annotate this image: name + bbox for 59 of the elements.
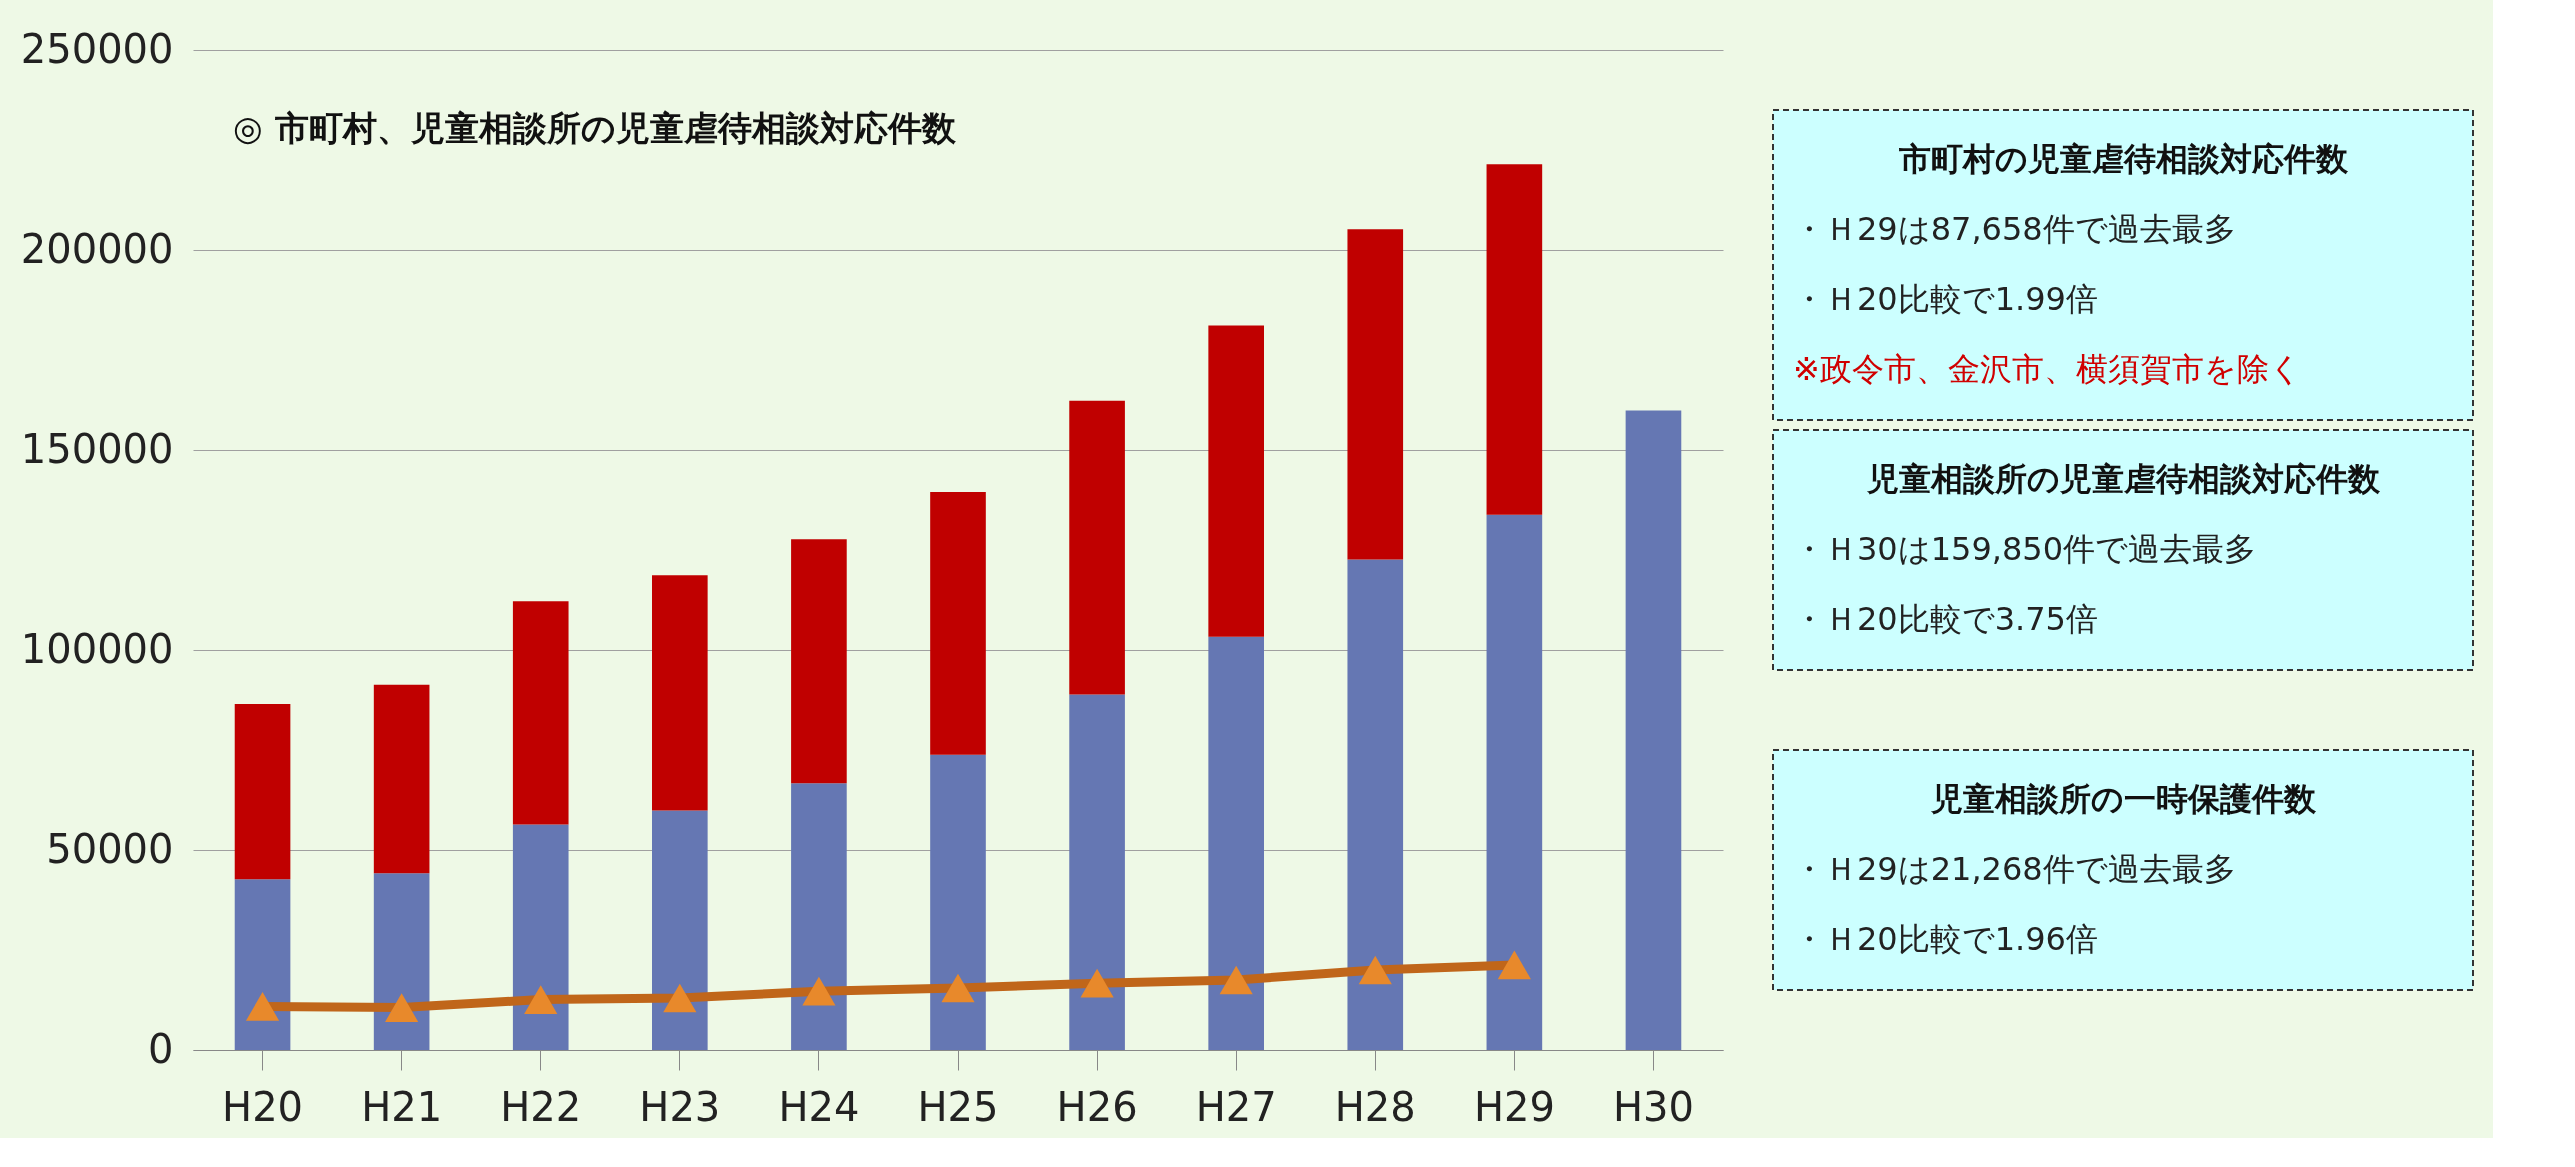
point (1358, 955, 1392, 985)
point (1497, 950, 1531, 980)
x-tick-label: H30 (1612, 1083, 1694, 1130)
y-tick-label: 200000 (20, 225, 174, 272)
x-tick-label: H29 (1473, 1083, 1555, 1130)
y-tick-label: 250000 (20, 25, 174, 72)
y-tick-label: 0 (148, 1025, 174, 1072)
bar (791, 539, 847, 784)
y-tick-label: 50000 (46, 825, 174, 872)
x-tick-label: H25 (917, 1083, 999, 1130)
point (1080, 968, 1114, 998)
text: ・Ｈ20比較で1.99倍 (1793, 280, 2098, 318)
x-tick-label: H26 (1056, 1083, 1138, 1130)
point (941, 973, 975, 1003)
x-tick-label: H20 (222, 1083, 304, 1130)
x-tick-label: H27 (1195, 1083, 1277, 1130)
point (663, 983, 697, 1013)
bar (1069, 400, 1125, 695)
x-tick-label: H22 (500, 1083, 582, 1130)
text: 児童相談所の一時保護件数 (1929, 780, 2317, 818)
x-tick-label: H24 (778, 1083, 860, 1130)
text: ・Ｈ20比較で3.75倍 (1793, 600, 2098, 638)
bar (373, 684, 430, 874)
bar (512, 824, 569, 1050)
bar (512, 601, 569, 825)
bar (373, 873, 430, 1050)
bar (930, 754, 986, 1050)
text: ・Ｈ29は21,268件で過去最多 (1793, 850, 2236, 888)
x-tick-label: H21 (361, 1083, 443, 1130)
text: ・Ｈ20比較で1.96倍 (1793, 920, 2098, 958)
y-tick-label: 150000 (20, 425, 174, 472)
bar (1347, 559, 1404, 1050)
bar (234, 704, 291, 880)
text: 児童相談所の児童虐待相談対応件数 (1865, 460, 2381, 498)
text: ・Ｈ30は159,850件で過去最多 (1793, 530, 2257, 568)
bar (1347, 229, 1404, 560)
bar (1486, 514, 1543, 1050)
point (524, 985, 558, 1014)
bar (652, 810, 708, 1050)
bar (652, 575, 708, 811)
bar (930, 492, 986, 755)
bar (1486, 164, 1543, 515)
bar (234, 879, 291, 1050)
bar (1069, 694, 1125, 1050)
point (1219, 965, 1253, 995)
x-tick-label: H23 (639, 1083, 721, 1130)
text: 市町村の児童虐待相談対応件数 (1897, 140, 2349, 178)
point (245, 992, 280, 1021)
bar (1625, 410, 1682, 1050)
text: ※政令市、金沢市、横須賀市を除く (1793, 350, 2302, 388)
bar (1208, 636, 1264, 1050)
point (385, 993, 419, 1022)
bar (1208, 325, 1264, 637)
text: ◎ 市町村、児童相談所の児童虐待相談対応件数 (233, 108, 957, 148)
x-tick-label: H28 (1334, 1083, 1416, 1130)
bar (791, 783, 847, 1050)
y-tick-label: 100000 (20, 625, 174, 672)
text: ・Ｈ29は87,658件で過去最多 (1793, 210, 2236, 248)
point (802, 976, 836, 1006)
